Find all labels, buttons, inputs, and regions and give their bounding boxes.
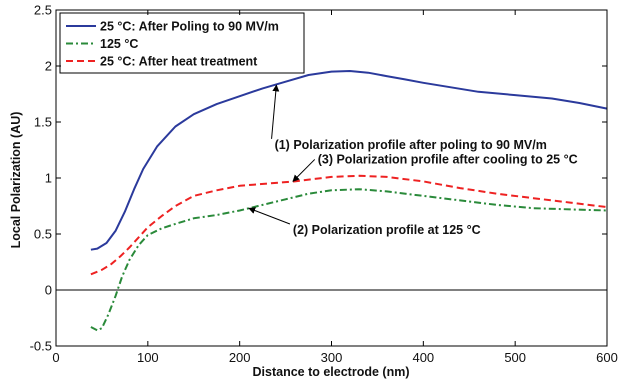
legend-box bbox=[59, 12, 305, 74]
y-tick-label: 2 bbox=[45, 59, 52, 74]
annotation-arrow bbox=[292, 159, 316, 182]
annotation-text: (2) Polarization profile at 125 °C bbox=[293, 223, 481, 237]
legend-label-2: 125 °C bbox=[100, 37, 138, 51]
legend-label-3: 25 °C: After heat treatment bbox=[100, 55, 258, 69]
y-tick-label: 0 bbox=[45, 283, 52, 298]
x-tick-label: 300 bbox=[321, 350, 343, 365]
y-tick-label: 2.5 bbox=[34, 3, 52, 18]
annotation-layer: (1) Polarization profile after poling to… bbox=[248, 84, 578, 237]
series-layer bbox=[90, 70, 608, 332]
annotation-3: (2) Polarization profile at 125 °C bbox=[248, 207, 481, 237]
x-tick-label: 100 bbox=[137, 350, 159, 365]
y-tick-label: 0.5 bbox=[34, 227, 52, 242]
annotation-arrow bbox=[271, 84, 280, 139]
axes-layer: 0 100 200 300 400 500 600-0.500.511.522.5 bbox=[30, 3, 618, 366]
x-tick-label: 600 bbox=[596, 350, 618, 365]
legend-label-1: 25 °C: After Poling to 90 MV/m bbox=[100, 20, 279, 34]
x-tick-label: 0 bbox=[52, 350, 59, 365]
annotation-text: (1) Polarization profile after poling to… bbox=[275, 138, 547, 152]
series-line-1 bbox=[90, 70, 608, 251]
series-line-3 bbox=[90, 174, 608, 276]
y-axis-label: Local Polarization (AU) bbox=[9, 112, 23, 249]
y-tick-label: -0.5 bbox=[30, 339, 52, 354]
annotation-2: (3) Polarization profile after cooling t… bbox=[292, 152, 578, 182]
legend: 25 °C: After Poling to 90 MV/m 125 °C 25 °… bbox=[59, 12, 305, 74]
annotation-text: (3) Polarization profile after cooling t… bbox=[318, 152, 578, 166]
x-tick-label: 200 bbox=[229, 350, 251, 365]
annotation-arrow bbox=[248, 207, 291, 225]
x-axis-label: Distance to electrode (nm) bbox=[253, 365, 410, 379]
series-line-2 bbox=[90, 188, 608, 332]
annotation-1: (1) Polarization profile after poling to… bbox=[271, 84, 547, 152]
x-tick-label: 500 bbox=[504, 350, 526, 365]
y-tick-label: 1 bbox=[45, 171, 52, 186]
y-tick-label: 1.5 bbox=[34, 115, 52, 130]
x-tick-label: 400 bbox=[412, 350, 434, 365]
